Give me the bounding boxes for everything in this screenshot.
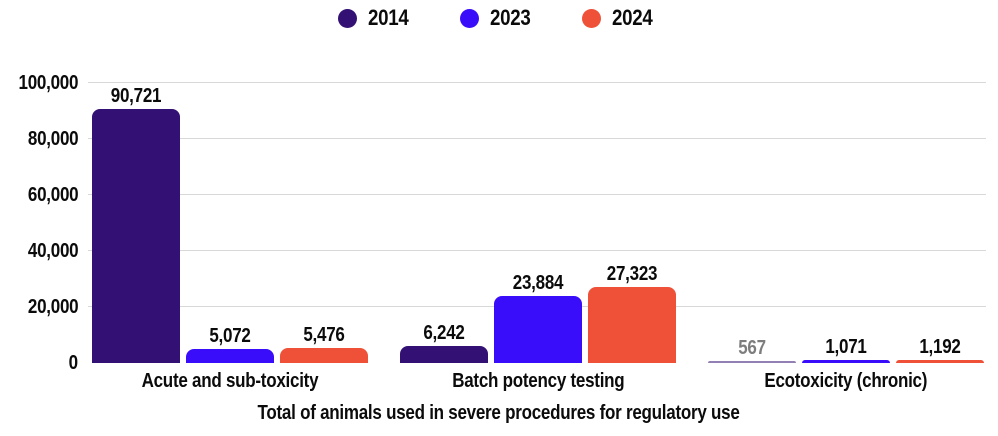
y-tick-label-100000: 100,000	[18, 72, 78, 94]
y-tick-label-40000: 40,000	[27, 240, 79, 262]
x-axis-title: Total of animals used in severe procedur…	[0, 402, 998, 424]
gridline-100000	[88, 82, 986, 83]
value-label-2014-batch-potency-testing: 6,242	[423, 321, 465, 344]
y-tick-label-0: 0	[68, 352, 78, 374]
bar-2024-acute-and-sub-toxicity: 5,476	[280, 325, 368, 363]
plot-area: 90,721 5,072 5,476 Acute and sub-toxicity 6,…	[86, 82, 986, 392]
bar-2014-acute-and-sub-toxicity: 90,721	[92, 86, 180, 363]
y-axis: 0 20,000 40,000 60,000 80,000 100,000	[0, 72, 79, 374]
gridline-80000	[88, 138, 986, 139]
y-tick-label-20000: 20,000	[27, 296, 79, 318]
value-label-2014-ecotoxicity-chronic: 567	[738, 337, 766, 360]
legend-label-2024: 2024	[611, 5, 653, 30]
value-label-2014-acute-and-sub-toxicity: 90,721	[110, 85, 162, 107]
category-label-ecotoxicity-chronic: Ecotoxicity (chronic)	[764, 370, 928, 392]
legend-dot-2024	[581, 8, 601, 28]
bar-2014-ecotoxicity-chronic: 567	[708, 338, 796, 363]
value-label-2023-ecotoxicity-chronic: 1,071	[825, 336, 867, 358]
bar-groups: 90,721 5,072 5,476 Acute and sub-toxicity 6,…	[92, 83, 984, 392]
legend-item-2014: 2014	[338, 6, 416, 30]
bar-2024-batch-potency-testing: 27,323	[588, 264, 676, 363]
bar-2023-batch-potency-testing: 23,884	[494, 273, 582, 363]
gridline-60000	[88, 194, 986, 195]
category-label-batch-potency-testing: Batch potency testing	[451, 370, 625, 392]
bar-2014-batch-potency-testing: 6,242	[400, 323, 488, 363]
x-axis-title-text: Total of animals used in severe procedur…	[257, 402, 741, 424]
gridline-40000	[88, 250, 986, 251]
value-label-2024-batch-potency-testing: 27,323	[606, 262, 658, 285]
y-tick-label-80000: 80,000	[27, 128, 79, 150]
bar-group-acute-and-sub-toxicity: 90,721 5,072 5,476 Acute and sub-toxicity	[92, 83, 368, 392]
legend-label-2023: 2023	[490, 5, 531, 30]
category-label-acute-and-sub-toxicity: Acute and sub-toxicity	[141, 370, 319, 392]
value-label-2023-acute-and-sub-toxicity: 5,072	[209, 324, 251, 347]
value-label-2023-batch-potency-testing: 23,884	[512, 272, 564, 295]
legend-item-2023: 2023	[460, 6, 538, 30]
value-label-2024-ecotoxicity-chronic: 1,192	[919, 335, 961, 358]
legend: 2014 2023 2024	[0, 4, 998, 32]
bar-2023-acute-and-sub-toxicity: 5,072	[186, 326, 274, 363]
legend-dot-2023	[460, 8, 480, 28]
bar-group-batch-potency-testing: 6,242 23,884 27,323 Batch potency testing	[400, 83, 676, 392]
bar-2023-ecotoxicity-chronic: 1,071	[802, 337, 890, 363]
bar-group-ecotoxicity-chronic: 567 1,071 1,192 Ecotoxicity (chronic)	[708, 83, 984, 392]
legend-item-2024: 2024	[581, 5, 660, 30]
bar-2024-ecotoxicity-chronic: 1,192	[896, 337, 984, 363]
y-tick-label-60000: 60,000	[27, 184, 79, 206]
value-label-2024-acute-and-sub-toxicity: 5,476	[303, 323, 345, 346]
legend-label-2014: 2014	[368, 5, 409, 30]
legend-dot-2014	[338, 8, 358, 28]
